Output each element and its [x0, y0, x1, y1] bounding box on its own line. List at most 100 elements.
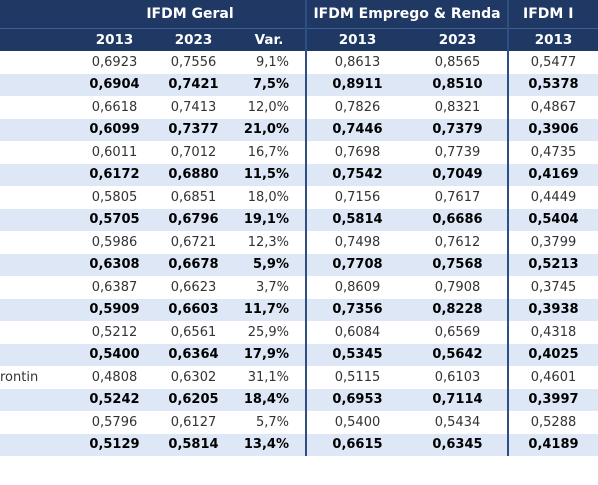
table-row: 0,6904 0,7421 7,5% 0,8911 0,8510 0,5378: [0, 73, 598, 96]
cell-next-2013: 0,3799: [507, 231, 598, 254]
cell-geral-2013: 0,6618: [91, 99, 138, 115]
cell-emprego-2023: 0,7612: [434, 234, 481, 250]
cell-emprego-2013: 0,5814: [305, 208, 408, 231]
header-blank: [0, 28, 75, 51]
table-row: 0,6099 0,7377 21,0% 0,7446 0,7379 0,3906: [0, 118, 598, 141]
cell-geral-2023: 0,6561: [170, 324, 217, 340]
cell-next-2013: 0,4318: [507, 321, 598, 344]
header-geral-2013: 2013: [75, 28, 154, 51]
cell-next-2013: 0,4449: [507, 186, 598, 209]
cell-emprego-2023: 0,7908: [434, 279, 481, 295]
cell-emprego-2013: 0,7542: [305, 163, 408, 186]
row-name: [0, 321, 75, 344]
cell-emprego-2013: 0,6953: [305, 388, 408, 411]
cell-geral-var: 9,1%: [255, 54, 289, 70]
table-row: 0,5212 0,6561 25,9% 0,6084 0,6569 0,4318: [0, 321, 598, 344]
cell-geral-2023: 0,6364: [154, 343, 233, 366]
cell-emprego-2023: 0,7114: [408, 388, 508, 411]
cell-geral-var: 21,0%: [233, 118, 306, 141]
row-name: [0, 73, 75, 96]
cell-emprego-2023: 0,7049: [408, 163, 508, 186]
table-row: 0,6011 0,7012 16,7% 0,7698 0,7739 0,4735: [0, 141, 598, 164]
cell-emprego-2023: 0,7617: [434, 189, 481, 205]
cell-geral-2013: 0,6099: [75, 118, 154, 141]
header-emprego-2013: 2013: [305, 28, 408, 51]
row-name: [0, 163, 75, 186]
header-ifdm-geral: IFDM Geral: [75, 0, 306, 29]
table-row: 0,5705 0,6796 19,1% 0,5814 0,6686 0,5404: [0, 208, 598, 231]
ifdm-table: IFDM Geral IFDM Emprego & Renda IFDM I 2…: [0, 0, 598, 456]
cell-geral-var: 11,5%: [233, 163, 306, 186]
cell-emprego-2023: 0,7739: [434, 144, 481, 160]
cell-geral-2023: 0,6796: [154, 208, 233, 231]
cell-geral-var: 5,9%: [233, 253, 306, 276]
cell-geral-2013: 0,6308: [75, 253, 154, 276]
cell-emprego-2013: 0,8609: [305, 276, 408, 299]
cell-emprego-2023: 0,8565: [434, 54, 481, 70]
cell-emprego-2013: 0,5115: [305, 366, 408, 389]
cell-emprego-2023: 0,7379: [408, 118, 508, 141]
cell-geral-2023: 0,6603: [154, 298, 233, 321]
table-row: 0,6387 0,6623 3,7% 0,8609 0,7908 0,3745: [0, 276, 598, 299]
table-row: 0,6308 0,6678 5,9% 0,7708 0,7568 0,5213: [0, 253, 598, 276]
cell-geral-2023: 0,7377: [154, 118, 233, 141]
cell-emprego-2023: 0,8510: [408, 73, 508, 96]
header-group-row: IFDM Geral IFDM Emprego & Renda IFDM I: [0, 0, 598, 29]
cell-next-2013: 0,5404: [507, 208, 598, 231]
cell-emprego-2023: 0,7568: [408, 253, 508, 276]
cell-geral-2023: 0,6851: [170, 189, 217, 205]
cell-geral-2023: 0,6302: [170, 369, 217, 385]
table-row: 0,5796 0,6127 5,7% 0,5400 0,5434 0,5288: [0, 411, 598, 434]
cell-emprego-2013: 0,6615: [305, 433, 408, 456]
row-name: [0, 51, 75, 74]
cell-next-2013: 0,4025: [507, 343, 598, 366]
row-name: [0, 276, 75, 299]
cell-geral-2013: 0,6904: [75, 73, 154, 96]
row-name: [0, 411, 75, 434]
row-name: [0, 231, 75, 254]
cell-next-2013: 0,4189: [507, 433, 598, 456]
cell-geral-var: 13,4%: [233, 433, 306, 456]
cell-geral-2013: 0,5129: [75, 433, 154, 456]
cell-geral-2013: 0,5705: [75, 208, 154, 231]
table-row: 0,5986 0,6721 12,3% 0,7498 0,7612 0,3799: [0, 231, 598, 254]
cell-emprego-2013: 0,7698: [305, 141, 408, 164]
cell-emprego-2023: 0,6103: [434, 369, 481, 385]
row-name: [0, 253, 75, 276]
cell-next-2013: 0,4867: [507, 96, 598, 119]
cell-emprego-2013: 0,6084: [305, 321, 408, 344]
cell-geral-var: 16,7%: [247, 144, 289, 160]
cell-emprego-2023: 0,6569: [434, 324, 481, 340]
row-name: [0, 298, 75, 321]
cell-geral-2023: 0,7012: [170, 144, 217, 160]
cell-emprego-2023: 0,5642: [408, 343, 508, 366]
cell-geral-var: 18,4%: [233, 388, 306, 411]
cell-next-2013: 0,4735: [507, 141, 598, 164]
table-body: 0,6923 0,7556 9,1% 0,8613 0,8565 0,5477 0,6904…: [0, 51, 598, 456]
cell-next-2013: 0,5288: [507, 411, 598, 434]
cell-geral-var: 3,7%: [255, 279, 289, 295]
cell-next-2013: 0,3997: [507, 388, 598, 411]
row-name: [0, 343, 75, 366]
row-name: [0, 433, 75, 456]
cell-emprego-2013: 0,8613: [305, 51, 408, 74]
cell-emprego-2013: 0,7156: [305, 186, 408, 209]
header-emprego-2023: 2023: [408, 28, 508, 51]
cell-geral-2013: 0,5212: [91, 324, 138, 340]
table-row: 0,6172 0,6880 11,5% 0,7542 0,7049 0,4169: [0, 163, 598, 186]
cell-geral-2013: 0,6011: [91, 144, 138, 160]
cell-emprego-2023: 0,6686: [408, 208, 508, 231]
cell-geral-var: 12,0%: [247, 99, 289, 115]
table-row: 0,6923 0,7556 9,1% 0,8613 0,8565 0,5477: [0, 51, 598, 74]
cell-geral-2023: 0,7413: [170, 99, 217, 115]
cell-emprego-2013: 0,5345: [305, 343, 408, 366]
cell-geral-2013: 0,5796: [91, 414, 138, 430]
cell-geral-2013: 0,5242: [75, 388, 154, 411]
cell-geral-2023: 0,7421: [154, 73, 233, 96]
cell-geral-var: 12,3%: [247, 234, 289, 250]
cell-emprego-2023: 0,8228: [408, 298, 508, 321]
cell-geral-2023: 0,7556: [170, 54, 217, 70]
cell-geral-2013: 0,5805: [91, 189, 138, 205]
cell-geral-2013: 0,4808: [91, 369, 138, 385]
